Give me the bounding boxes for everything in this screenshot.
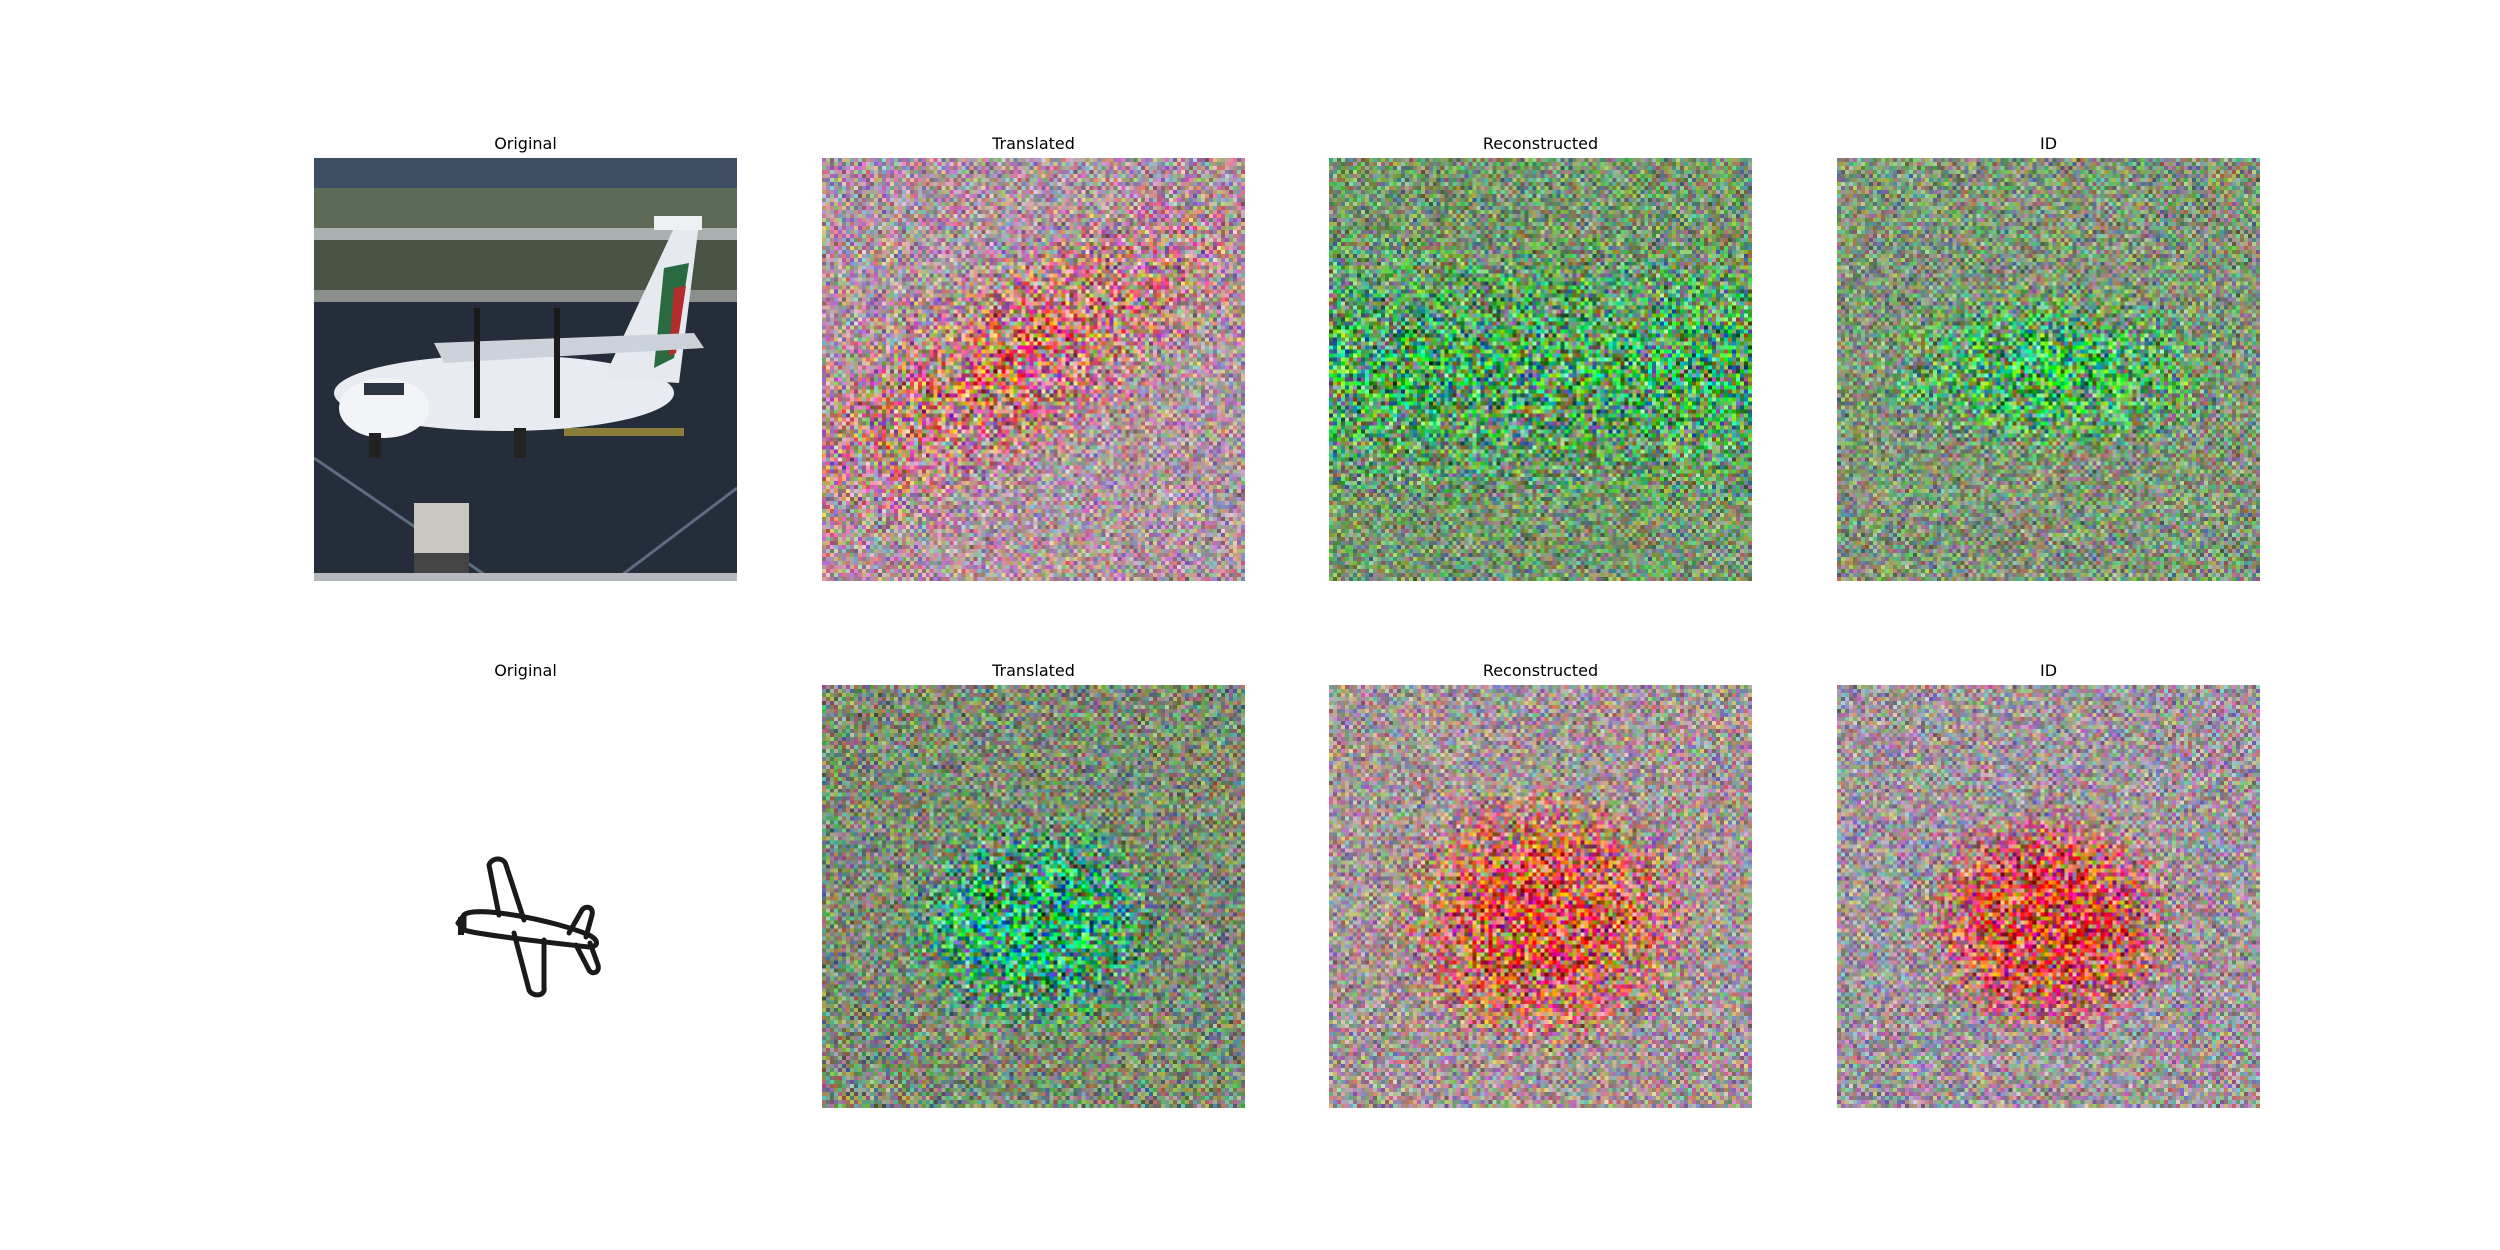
panel-title: Original	[494, 134, 557, 153]
panel-title: ID	[2039, 661, 2058, 680]
airplane-sketch-icon	[314, 685, 737, 1108]
noise-image-icon	[1329, 685, 1752, 1108]
panel-title: Translated	[992, 661, 1075, 680]
id-image	[1837, 158, 2260, 581]
id-image	[1837, 685, 2260, 1108]
panel-title: Original	[494, 661, 557, 680]
translated-image	[822, 158, 1245, 581]
noise-image-icon	[822, 158, 1245, 581]
noise-image-icon	[822, 685, 1245, 1108]
noise-image-icon	[1837, 158, 2260, 581]
reconstructed-image	[1329, 685, 1752, 1108]
panel-title: Reconstructed	[1482, 661, 1599, 680]
panel-title: Translated	[992, 134, 1075, 153]
photo-airplane-image	[314, 158, 737, 581]
reconstructed-image	[1329, 158, 1752, 581]
translated-image	[822, 685, 1245, 1108]
noise-image-icon	[1329, 158, 1752, 581]
noise-image-icon	[1837, 685, 2260, 1108]
airplane-photo-icon	[314, 158, 737, 581]
panel-title: ID	[2039, 134, 2058, 153]
panel-title: Reconstructed	[1482, 134, 1599, 153]
sketch-airplane-image	[314, 685, 737, 1108]
